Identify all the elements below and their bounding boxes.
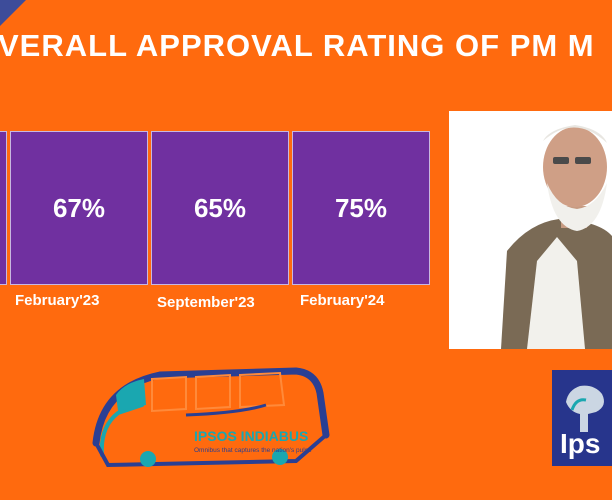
rating-value: 65% [193, 192, 247, 223]
rating-card-partial [0, 131, 7, 285]
rating-value: 75% [334, 192, 388, 223]
page-title: VERALL APPROVAL RATING OF PM M [0, 28, 595, 63]
ipsos-brand-text: Ips [560, 428, 601, 459]
corner-accent [0, 0, 26, 26]
period-label: September'23 [157, 294, 255, 311]
rating-card: 75% [292, 131, 430, 285]
portrait-photo [449, 111, 612, 349]
rating-value: 67% [52, 192, 106, 223]
indiabus-logo: IPSOS INDIABUS Omnibus that captures the… [90, 365, 350, 480]
period-label: February'23 [15, 292, 100, 309]
indiabus-name: IPSOS INDIABUS [194, 428, 308, 444]
indiabus-tagline: Omnibus that captures the nation's pulse [194, 447, 312, 454]
rating-card: 65% [151, 131, 289, 285]
rating-card: 67% [10, 131, 148, 285]
ipsos-logo: Ips [552, 370, 612, 466]
period-label: February'24 [300, 292, 385, 309]
